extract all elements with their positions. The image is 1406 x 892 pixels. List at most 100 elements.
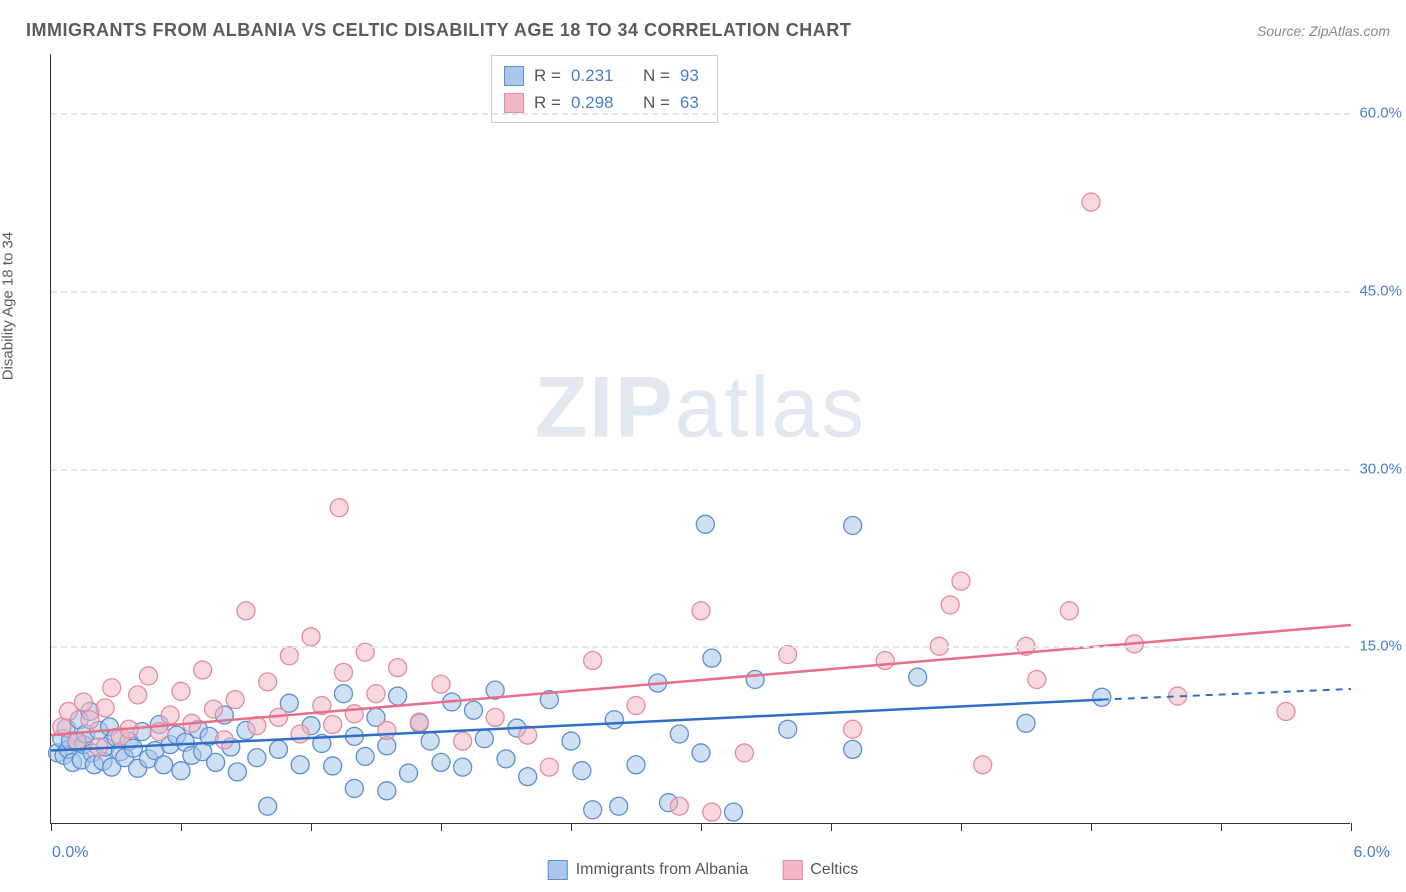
scatter-point xyxy=(259,673,277,691)
scatter-point xyxy=(207,753,225,771)
scatter-point xyxy=(692,744,710,762)
scatter-point xyxy=(378,782,396,800)
scatter-point xyxy=(324,715,342,733)
x-tick xyxy=(1091,823,1092,831)
y-tick-label: 45.0% xyxy=(1359,282,1402,299)
legend-swatch xyxy=(504,93,524,113)
scatter-point xyxy=(291,725,309,743)
scatter-point xyxy=(1277,702,1295,720)
scatter-point xyxy=(670,725,688,743)
scatter-point xyxy=(96,699,114,717)
legend-r-value: 0.231 xyxy=(571,62,614,89)
scatter-point xyxy=(844,720,862,738)
scatter-point xyxy=(519,768,537,786)
scatter-point xyxy=(248,749,266,767)
x-tick xyxy=(1221,823,1222,831)
scatter-point xyxy=(573,762,591,780)
scatter-point xyxy=(389,659,407,677)
legend-swatch xyxy=(782,860,802,880)
scatter-point xyxy=(876,652,894,670)
trend-line-extrapolated xyxy=(1102,689,1351,700)
scatter-point xyxy=(1028,670,1046,688)
scatter-point xyxy=(226,691,244,709)
scatter-point xyxy=(941,596,959,614)
chart-title: IMMIGRANTS FROM ALBANIA VS CELTIC DISABI… xyxy=(26,20,851,41)
scatter-point xyxy=(692,602,710,620)
scatter-point xyxy=(670,797,688,815)
scatter-point xyxy=(844,516,862,534)
legend-item: Immigrants from Albania xyxy=(548,860,749,880)
scatter-point xyxy=(400,764,418,782)
scatter-point xyxy=(974,756,992,774)
scatter-point xyxy=(330,499,348,517)
scatter-point xyxy=(280,647,298,665)
scatter-point xyxy=(735,744,753,762)
scatter-point xyxy=(725,803,743,821)
gridline xyxy=(51,469,1350,471)
scatter-point xyxy=(627,756,645,774)
legend-label: Celtics xyxy=(810,861,858,879)
scatter-point xyxy=(465,701,483,719)
stats-legend-row: R = 0.231 N = 93 xyxy=(504,62,699,89)
scatter-point xyxy=(75,693,93,711)
scatter-point xyxy=(291,756,309,774)
scatter-point xyxy=(378,721,396,739)
scatter-point xyxy=(779,720,797,738)
scatter-point xyxy=(228,763,246,781)
scatter-point xyxy=(421,732,439,750)
legend-label: Immigrants from Albania xyxy=(576,861,749,879)
scatter-point xyxy=(1017,714,1035,732)
scatter-point xyxy=(172,762,190,780)
scatter-point xyxy=(1060,602,1078,620)
y-tick-label: 60.0% xyxy=(1359,105,1402,122)
chart-plot-area: ZIPatlas R = 0.231 N = 93 R = 0.298 N = … xyxy=(50,54,1350,824)
gridline xyxy=(51,291,1350,293)
scatter-point xyxy=(345,779,363,797)
scatter-point xyxy=(302,628,320,646)
scatter-point xyxy=(81,711,99,729)
x-tick xyxy=(181,823,182,831)
scatter-point xyxy=(129,686,147,704)
legend-item: Celtics xyxy=(782,860,858,880)
scatter-point xyxy=(259,797,277,815)
scatter-point xyxy=(205,700,223,718)
scatter-point xyxy=(68,732,86,750)
scatter-point xyxy=(335,663,353,681)
scatter-point xyxy=(410,713,428,731)
scatter-point xyxy=(270,740,288,758)
y-tick-label: 30.0% xyxy=(1359,460,1402,477)
legend-n-prefix: N = xyxy=(643,62,670,89)
scatter-point xyxy=(746,670,764,688)
scatter-point xyxy=(432,675,450,693)
scatter-point xyxy=(779,646,797,664)
scatter-point xyxy=(909,668,927,686)
scatter-point xyxy=(155,756,173,774)
x-axis-min-label: 0.0% xyxy=(52,844,88,862)
x-axis-max-label: 6.0% xyxy=(1354,844,1390,862)
scatter-point xyxy=(103,679,121,697)
scatter-point xyxy=(454,732,472,750)
scatter-point xyxy=(172,682,190,700)
scatter-point xyxy=(584,652,602,670)
scatter-point xyxy=(161,706,179,724)
legend-swatch xyxy=(548,860,568,880)
scatter-point xyxy=(486,708,504,726)
source-label: Source: ZipAtlas.com xyxy=(1257,23,1390,39)
legend-n-value: 93 xyxy=(680,62,699,89)
scatter-point xyxy=(324,757,342,775)
scatter-point xyxy=(140,667,158,685)
series-legend: Immigrants from Albania Celtics xyxy=(548,860,859,880)
scatter-point xyxy=(345,705,363,723)
scatter-point xyxy=(605,711,623,729)
scatter-point xyxy=(356,747,374,765)
legend-swatch xyxy=(504,66,524,86)
scatter-point xyxy=(432,753,450,771)
scatter-point xyxy=(844,740,862,758)
legend-r-prefix: R = xyxy=(534,62,561,89)
x-tick xyxy=(51,823,52,831)
y-axis-label: Disability Age 18 to 34 xyxy=(0,232,17,380)
scatter-point xyxy=(194,661,212,679)
chart-svg xyxy=(51,54,1350,823)
x-tick xyxy=(571,823,572,831)
scatter-point xyxy=(703,803,721,821)
